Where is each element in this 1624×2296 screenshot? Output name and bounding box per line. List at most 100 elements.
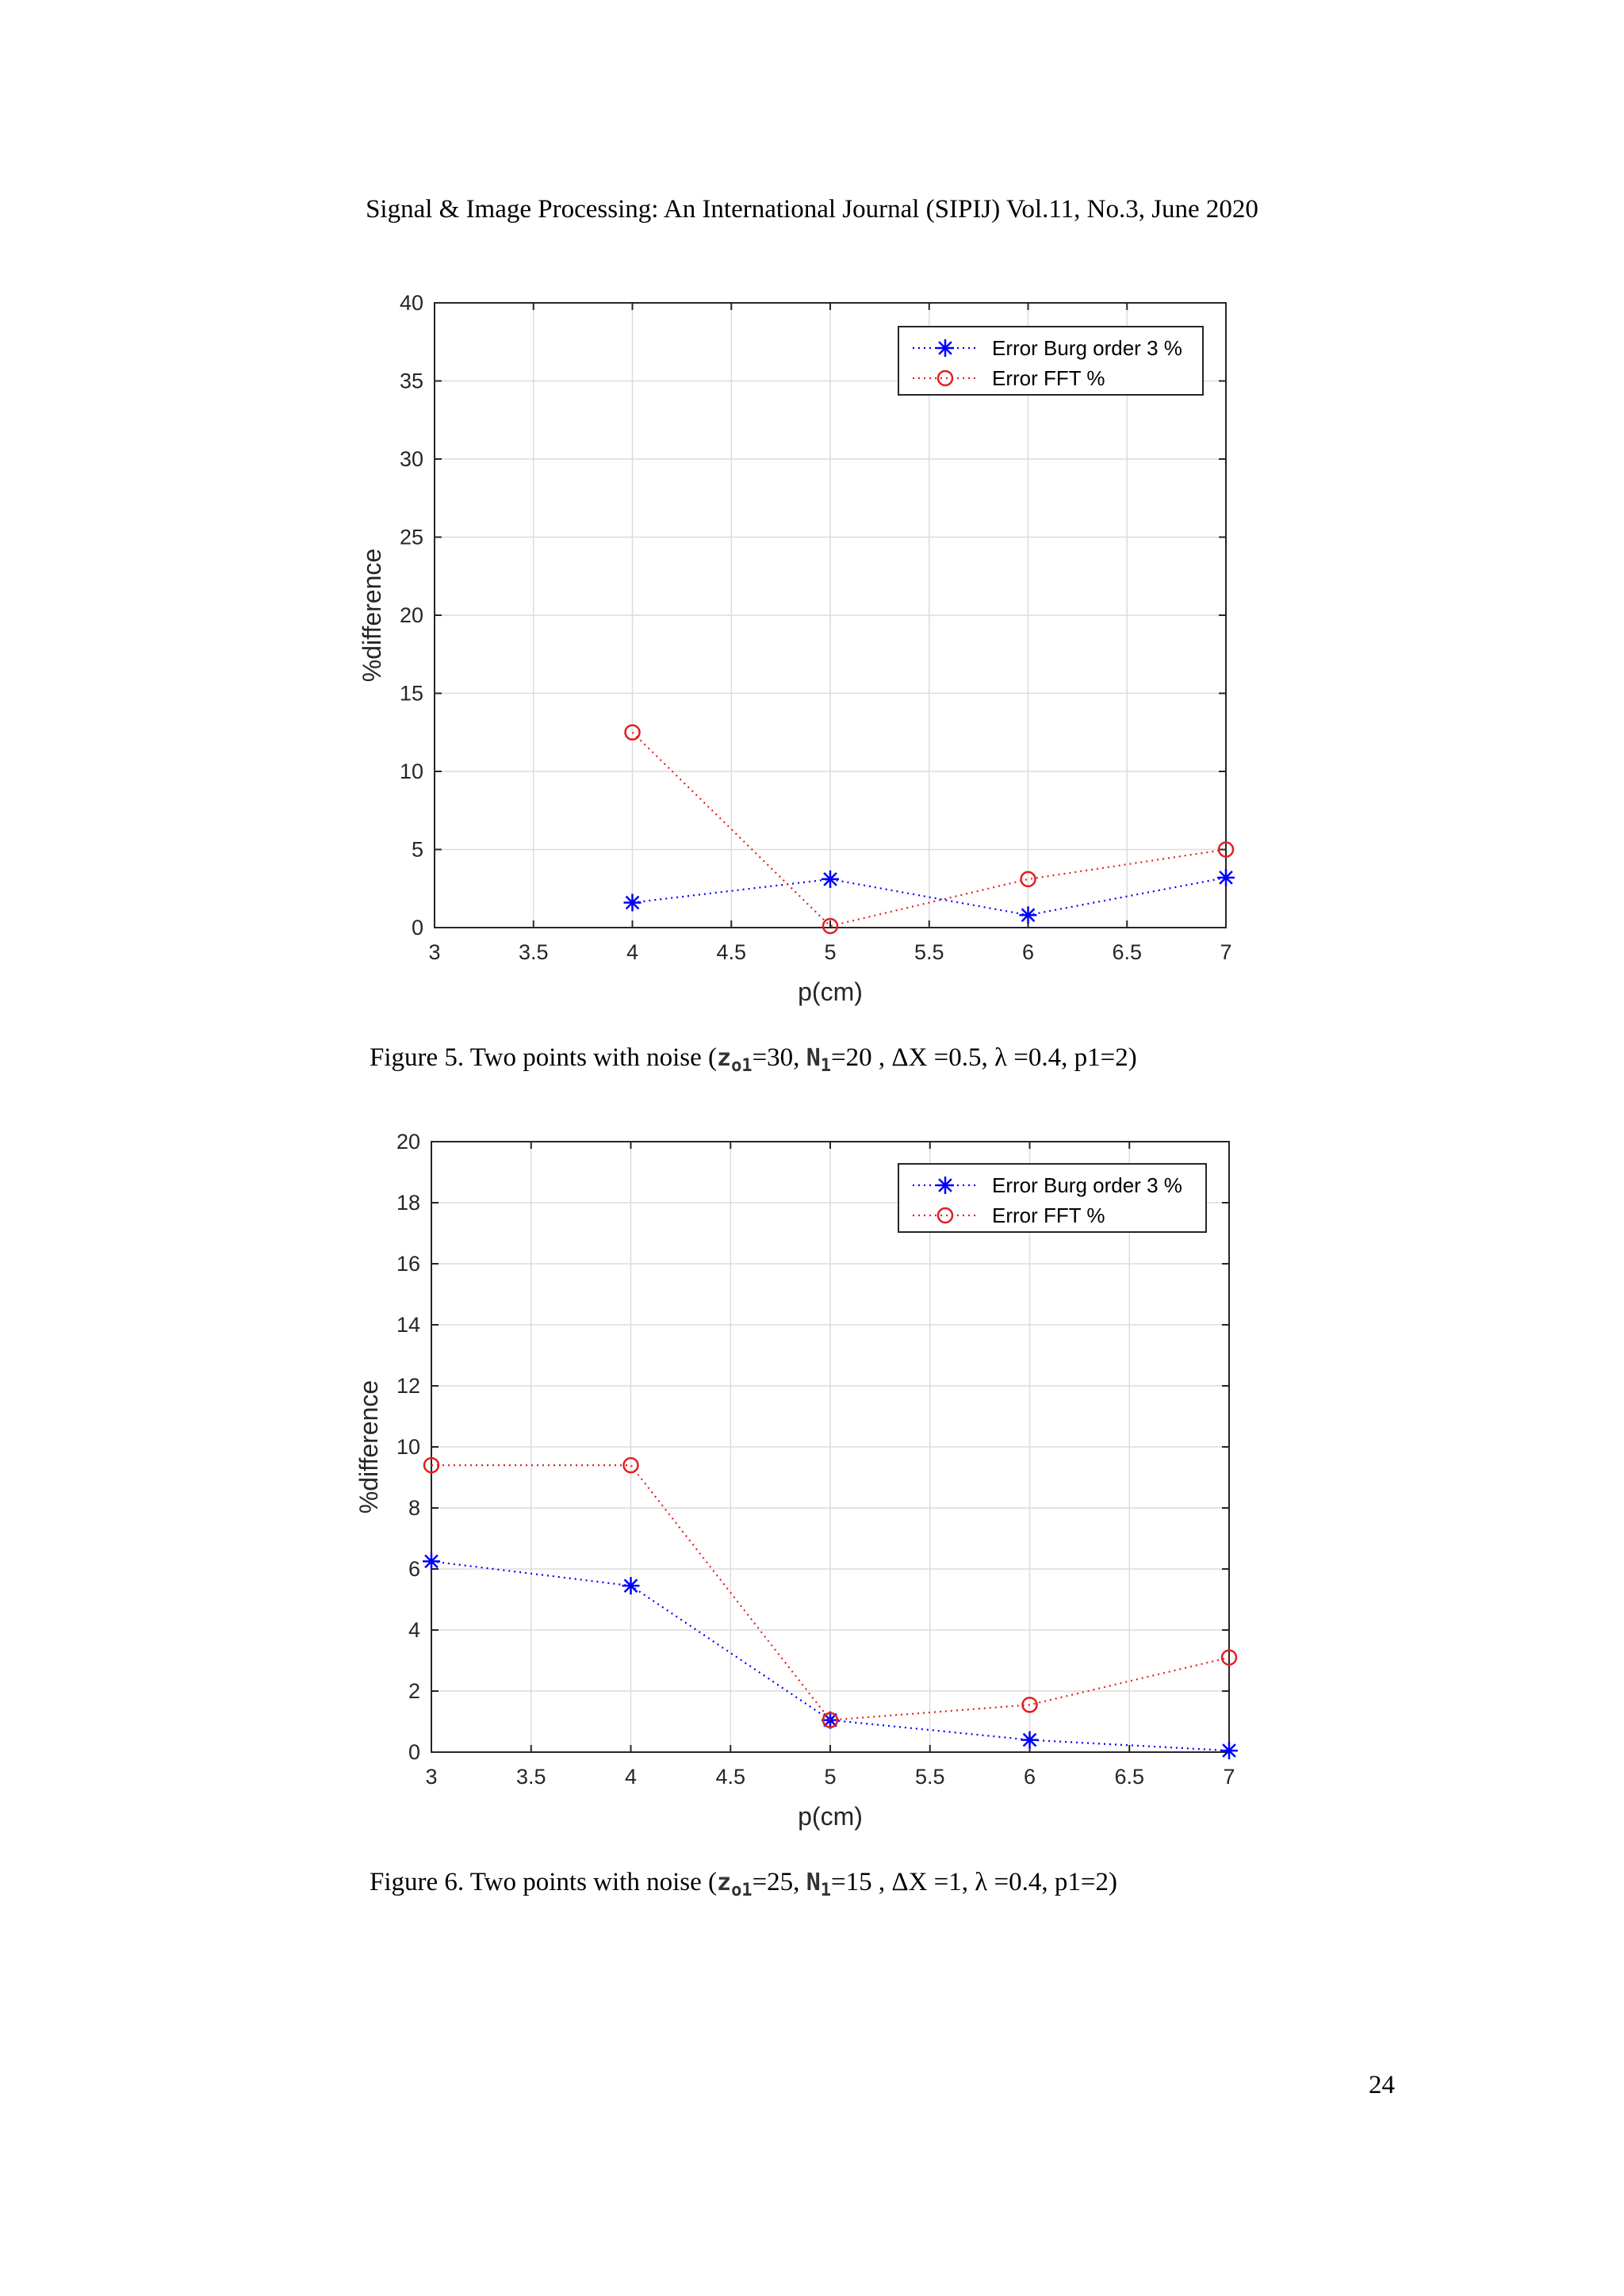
caption-5-t2: =20 , ΔX =0.5, λ =0.4, p1=2) bbox=[831, 1043, 1137, 1072]
figure-6-caption: Figure 6. Two points with noise (zo1=25,… bbox=[370, 1868, 1117, 1900]
fig6-xtick-label-4: 5 bbox=[824, 1765, 836, 1789]
caption-5-n-sub: 1 bbox=[820, 1056, 831, 1076]
figure-5-svg: 3 3.5 4 4.5 5 5.5 6 6.5 7 0 5 10 15 20 25 30 35 40 p(cm) %d… bbox=[358, 291, 1235, 1006]
fig6-series-0-point-0 bbox=[423, 1552, 440, 1571]
fig6-ylabel: %difference bbox=[354, 1380, 383, 1513]
fig6-ytick-label-10: 20 bbox=[396, 1130, 420, 1154]
fig5-xlabel: p(cm) bbox=[798, 978, 863, 1006]
fig5-ytick-label-3: 15 bbox=[400, 682, 423, 706]
fig5-series-0-point-2-d2 bbox=[1021, 908, 1036, 923]
fig6-legend-marker-0 bbox=[936, 1177, 954, 1194]
caption-5-t1: =30, bbox=[752, 1043, 806, 1072]
fig6-series-1-line bbox=[431, 1464, 1230, 1721]
fig6-ytick-label-3: 6 bbox=[408, 1557, 420, 1581]
fig6-series-0-point-0-d2 bbox=[424, 1554, 439, 1569]
fig6-xlabel: p(cm) bbox=[798, 1802, 863, 1831]
fig5-legend-marker-1 bbox=[936, 369, 954, 387]
fig5-series-0-line bbox=[632, 876, 1227, 916]
caption-5-prefix: Figure 5. Two points with noise ( bbox=[370, 1043, 717, 1072]
caption-6-z-sub: o1 bbox=[731, 1881, 753, 1900]
fig6-series-0-line bbox=[431, 1560, 1230, 1752]
fig5-series-0-point-0-d2 bbox=[625, 895, 640, 910]
fig5-xtick-label-5: 5.5 bbox=[914, 940, 944, 964]
caption-6-prefix: Figure 6. Two points with noise ( bbox=[370, 1868, 717, 1896]
fig5-series-1-point-1 bbox=[822, 917, 839, 935]
fig6-legend-label-1: Error FFT % bbox=[992, 1203, 1105, 1227]
fig6-legend-label-0: Error Burg order 3 % bbox=[992, 1173, 1182, 1197]
caption-6-symbol-z: zo1 bbox=[717, 1869, 753, 1900]
fig6-ytick-label-4: 8 bbox=[408, 1496, 420, 1520]
fig5-legend-label-1: Error FFT % bbox=[992, 366, 1105, 390]
figure-5-caption: Figure 5. Two points with noise (zo1=30,… bbox=[370, 1043, 1137, 1076]
fig6-series-1-point-0 bbox=[423, 1456, 440, 1474]
fig5-ytick-label-8: 40 bbox=[400, 291, 423, 315]
fig5-xtick-label-4: 5 bbox=[824, 940, 836, 964]
caption-6-n: N bbox=[806, 1869, 821, 1896]
fig6-series-1-point-3 bbox=[1021, 1697, 1038, 1713]
caption-5-symbol-z: zo1 bbox=[717, 1044, 753, 1076]
fig5-ytick-label-2: 10 bbox=[400, 760, 423, 783]
fig6-series-0-point-3-d2 bbox=[1022, 1732, 1037, 1747]
fig5-legend-marker-0 bbox=[936, 339, 954, 357]
figure-6-svg: 3 3.5 4 4.5 5 5.5 6 6.5 7 0 2 4 6 8 10 12 14 16 18 20 p(cm)%… bbox=[354, 1130, 1238, 1831]
fig6-series-0-point-4 bbox=[1220, 1742, 1238, 1760]
fig6-xtick-label-5: 5.5 bbox=[915, 1765, 945, 1789]
fig6-xtick-label-2: 4 bbox=[625, 1765, 637, 1789]
journal-header: Signal & Image Processing: An Internatio… bbox=[366, 195, 1258, 224]
caption-6-t1: =25, bbox=[752, 1868, 806, 1896]
fig5-series-0-point-2 bbox=[1019, 906, 1037, 924]
fig6-series-1-point-2 bbox=[822, 1712, 839, 1728]
fig6-legend: Error Burg order 3 % Error FFT % bbox=[898, 1163, 1207, 1233]
fig5-ytick-label-0: 0 bbox=[412, 916, 423, 939]
fig5-ytick-label-1: 5 bbox=[412, 838, 423, 862]
fig6-series-1-point-1 bbox=[622, 1456, 639, 1474]
fig5-series-1-point-3 bbox=[1217, 841, 1235, 858]
fig6-ytick-label-7: 14 bbox=[396, 1313, 420, 1337]
figure-6-chart: 3 3.5 4 4.5 5 5.5 6 6.5 7 0 2 4 6 8 10 12 14 16 18 20 p(cm)%… bbox=[0, 1118, 1624, 1847]
fig6-ytick-label-6: 12 bbox=[396, 1374, 420, 1398]
fig5-xtick-label-3: 4.5 bbox=[716, 940, 746, 964]
caption-5-z-sub: o1 bbox=[731, 1056, 753, 1076]
fig6-xtick-label-7: 6.5 bbox=[1114, 1765, 1144, 1789]
fig5-series-0-point-0 bbox=[623, 894, 642, 912]
fig6-xtick-label-3: 4.5 bbox=[715, 1765, 745, 1789]
caption-6-z: z bbox=[717, 1869, 732, 1896]
fig5-ytick-label-7: 35 bbox=[400, 369, 423, 393]
fig6-legend-marker-0-d2 bbox=[938, 1178, 952, 1192]
caption-6-symbol-n: N1 bbox=[806, 1869, 831, 1900]
fig6-xtick-label-0: 3 bbox=[425, 1765, 437, 1789]
fig5-xtick-label-1: 3.5 bbox=[519, 940, 549, 964]
fig6-series-0-point-4-d2 bbox=[1222, 1743, 1236, 1758]
fig5-legend-marker-0-d2 bbox=[938, 341, 952, 355]
figure-5-chart: 3 3.5 4 4.5 5 5.5 6 6.5 7 0 5 10 15 20 25 30 35 40 p(cm) %d… bbox=[0, 285, 1624, 1023]
fig5-series-1-point-2 bbox=[1020, 871, 1036, 888]
fig6-legend-marker-1 bbox=[936, 1207, 954, 1224]
fig5-ytick-label-6: 30 bbox=[400, 447, 423, 471]
caption-6-t2: =15 , ΔX =1, λ =0.4, p1=2) bbox=[831, 1868, 1117, 1896]
fig5-xtick-label-0: 3 bbox=[428, 940, 440, 964]
fig5-series-0-point-1-d2 bbox=[823, 872, 837, 886]
fig6-xtick-label-6: 6 bbox=[1024, 1765, 1036, 1789]
caption-5-symbol-n: N1 bbox=[806, 1044, 831, 1076]
fig6-ytick-label-8: 16 bbox=[396, 1252, 420, 1276]
fig5-series-0-point-3-d2 bbox=[1219, 871, 1233, 885]
fig5-ylabel: %difference bbox=[358, 549, 386, 682]
fig6-ytick-label-1: 2 bbox=[408, 1679, 420, 1703]
fig5-ytick-label-4: 20 bbox=[400, 603, 423, 627]
fig6-ytick-label-5: 10 bbox=[396, 1435, 420, 1459]
caption-6-n-sub: 1 bbox=[820, 1881, 831, 1900]
fig5-series-0-point-1 bbox=[822, 870, 839, 888]
caption-5-z: z bbox=[717, 1044, 732, 1072]
fig6-ytick-label-0: 0 bbox=[408, 1740, 420, 1764]
page-number: 24 bbox=[1369, 2071, 1395, 2099]
fig6-xtick-label-1: 3.5 bbox=[516, 1765, 546, 1789]
fig5-ytick-label-5: 25 bbox=[400, 526, 423, 549]
fig5-legend-label-0: Error Burg order 3 % bbox=[992, 336, 1182, 360]
fig5-xtick-label-7: 6.5 bbox=[1112, 940, 1142, 964]
fig5-series-1-point-0 bbox=[624, 724, 641, 740]
fig6-series-1-point-4 bbox=[1220, 1649, 1238, 1666]
fig5-xtick-label-8: 7 bbox=[1220, 940, 1231, 964]
fig6-ytick-label-2: 4 bbox=[408, 1618, 420, 1642]
fig6-xtick-label-8: 7 bbox=[1223, 1765, 1235, 1789]
fig5-series-1-line bbox=[631, 731, 1227, 928]
